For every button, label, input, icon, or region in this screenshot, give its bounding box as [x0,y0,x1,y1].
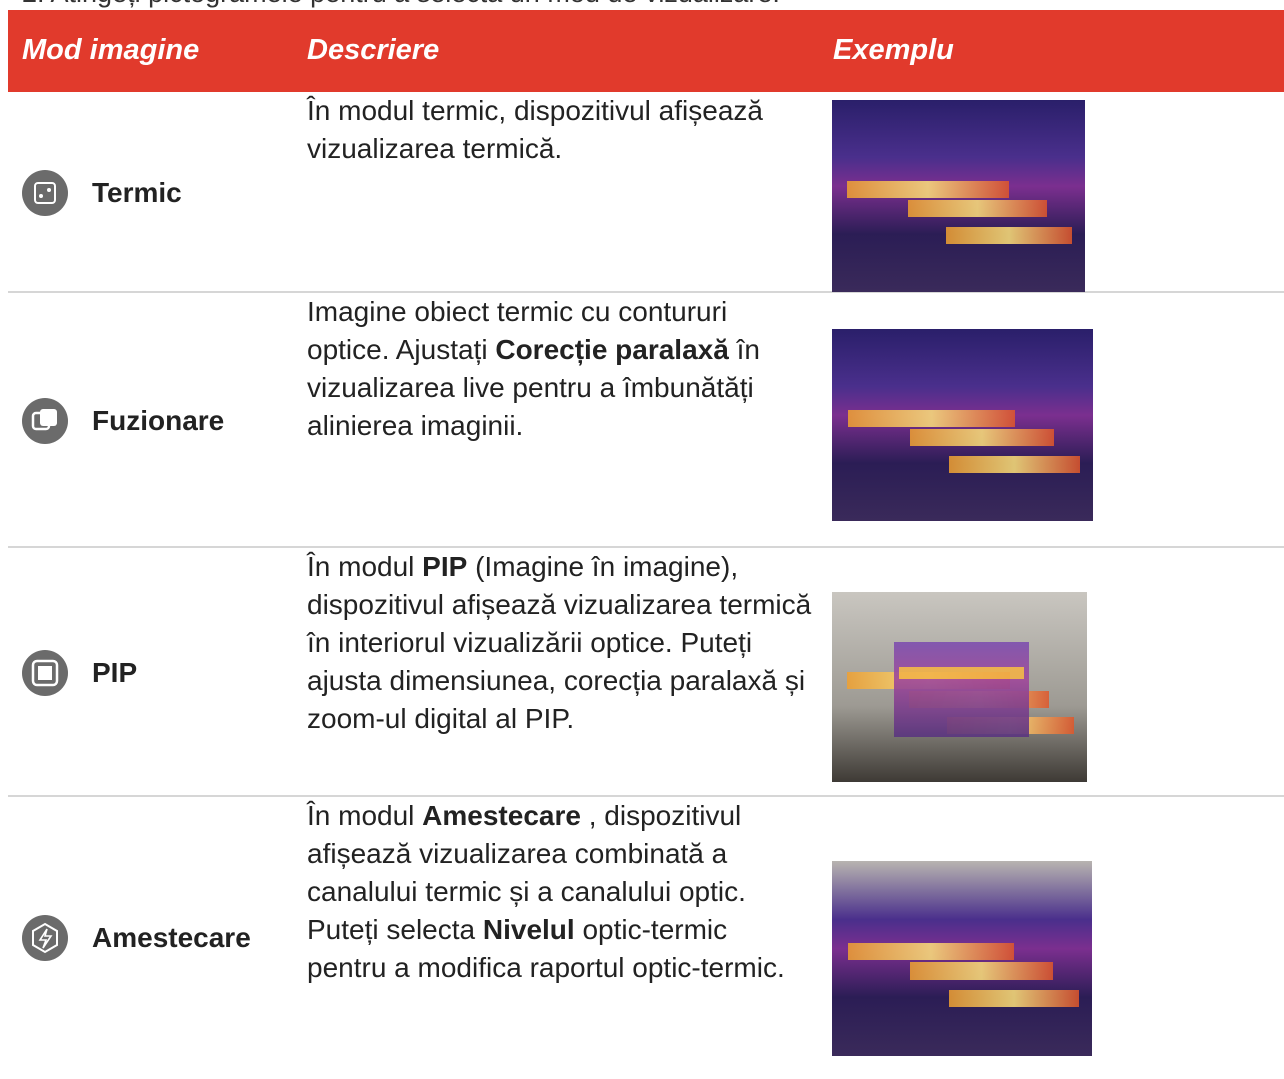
pip-window [894,642,1029,737]
table-row: Amestecare În modul Amestecare , dispozit… [8,797,1284,1079]
mode-name: Amestecare [92,922,251,953]
hot-band [949,455,1080,473]
header-cell: Mod imagine [22,34,200,66]
description-run: PIP [422,551,468,582]
example-image [832,592,1087,782]
mode-icon [22,649,68,696]
mode-name: Fuzionare [92,404,225,436]
example-image [832,861,1092,1056]
description-run: , dispozitivul afișează vizualizarea com… [307,800,746,945]
description-run: optic-termic pentru a modifica raportul … [307,914,785,983]
hot-band [949,989,1079,1008]
description-run: Amestecare [422,800,581,831]
hot-band [907,199,1048,218]
table-row: PIP În modul PIP (Imagine în imagine), di… [8,548,1284,797]
hot-band [910,962,1053,980]
intro: 2. Atingeți pictogramele pentru a select… [22,0,780,9]
description-run: În modul termic, dispozitivul afișează v… [307,95,763,164]
example-image [832,329,1093,521]
icon-glyph [34,181,56,204]
hot-band [847,409,1015,427]
hot-band [847,180,1010,198]
description: În modul PIP (Imagine în imagine), dispo… [307,548,812,738]
icon-glyph [31,408,57,430]
description-run: Imagine obiect termic cu contururi optic… [307,296,728,365]
description-run: în vizualizarea live pentru a îmbunătăți… [307,334,760,441]
example-image [832,100,1085,292]
header-cell: Descriere [307,34,440,66]
mode-name: Termic [92,176,182,208]
icon-glyph [32,922,58,954]
description-run: Corecție paralaxă [495,334,729,365]
table-row: Fuzionare Imagine obiect termic cu contur… [8,293,1284,548]
description: În modul termic, dispozitivul afișează v… [307,92,812,168]
hot-band [847,942,1014,961]
hot-band [910,428,1054,447]
description: În modul Amestecare , dispozitivul afișe… [307,797,812,987]
description-run: Nivelul [482,914,575,945]
mode-icon [22,915,68,961]
table-header: Mod imagine Descriere Exemplu [8,10,1284,92]
table-row: Termic În modul termic, dispozitivul afiș… [8,92,1284,293]
icon-glyph [31,659,59,686]
hot-band [899,667,1024,679]
description-run: În modul [307,551,423,582]
header-cell: Exemplu [833,34,954,66]
description-run: (Imagine în imagine), dispozitivul afișe… [307,551,812,734]
mode-name: PIP [92,656,138,688]
hot-band [945,226,1073,244]
mode-icon [22,397,68,444]
description-run: În modul [307,800,423,831]
description: Imagine obiect termic cu contururi optic… [307,293,812,445]
mode-icon [22,169,68,216]
